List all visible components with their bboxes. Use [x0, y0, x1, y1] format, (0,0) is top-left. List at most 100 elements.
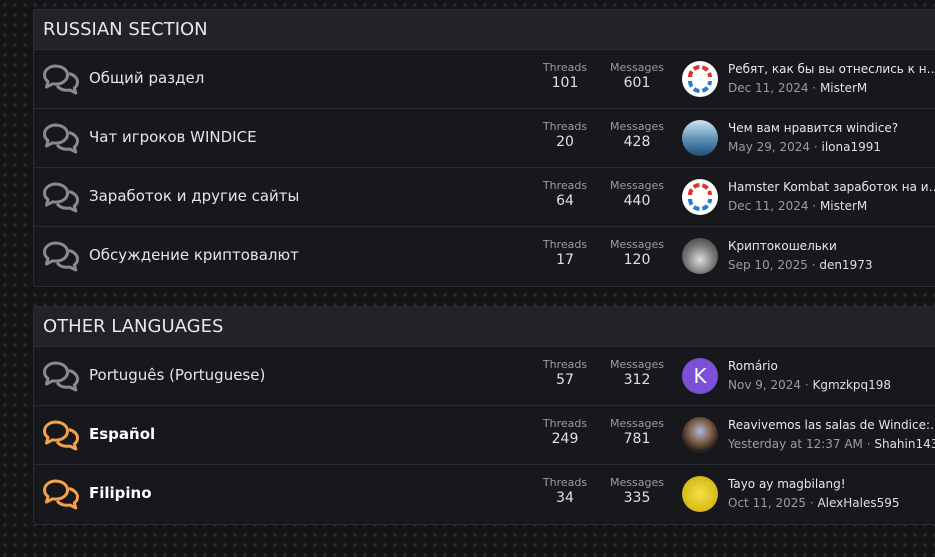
forum-row: Português (Portuguese) Threads 57 Message…: [34, 347, 935, 406]
latest-meta: Dec 11, 2024 · MisterM: [728, 81, 868, 95]
chat-bubbles-icon: [42, 360, 80, 392]
messages-stat: Messages 120: [602, 238, 672, 268]
threads-count: 249: [551, 431, 579, 447]
messages-stat: Messages 781: [602, 417, 672, 447]
threads-count: 64: [556, 193, 574, 209]
threads-label: Threads: [542, 417, 588, 430]
messages-label: Messages: [610, 179, 664, 192]
category-header[interactable]: RUSSIAN SECTION: [34, 10, 935, 50]
latest-thread-link[interactable]: Криптокошельки: [728, 239, 837, 253]
avatar-letter: K: [682, 358, 718, 394]
forum-title-link[interactable]: Общий раздел: [89, 69, 205, 87]
threads-count: 101: [551, 75, 579, 91]
forum-title-link[interactable]: Filipino: [89, 484, 152, 502]
threads-stat: Threads 249: [530, 417, 600, 447]
messages-count: 120: [623, 252, 651, 268]
forum-title-link[interactable]: Обсуждение криптовалют: [89, 246, 299, 264]
avatar[interactable]: [682, 61, 718, 97]
latest-user-link[interactable]: MisterM: [819, 81, 868, 95]
latest-meta: Oct 11, 2025 · AlexHales595: [728, 496, 900, 510]
latest-user-link[interactable]: Shahin143: [874, 437, 935, 451]
forum-row: Заработок и другие сайты Threads 64 Messa…: [34, 168, 935, 227]
forum-title-link[interactable]: Заработок и другие сайты: [89, 187, 300, 205]
threads-label: Threads: [542, 179, 588, 192]
threads-label: Threads: [542, 120, 588, 133]
threads-count: 17: [556, 252, 574, 268]
threads-stat: Threads 101: [530, 61, 600, 91]
threads-stat: Threads 34: [530, 476, 600, 506]
messages-count: 440: [623, 193, 651, 209]
threads-label: Threads: [542, 61, 588, 74]
latest-thread-link[interactable]: Ребят, как бы вы отнеслись к нов...: [728, 62, 935, 76]
latest-user-link[interactable]: MisterM: [819, 199, 868, 213]
threads-label: Threads: [542, 476, 588, 489]
unread-chat-bubbles-icon: [42, 419, 80, 451]
latest-meta: Sep 10, 2025 · den1973: [728, 258, 873, 272]
latest-thread-link[interactable]: Tayo ay magbilang!: [728, 477, 846, 491]
messages-count: 312: [623, 372, 651, 388]
forum-title-link[interactable]: Чат игроков WINDICE: [89, 128, 257, 146]
latest-date[interactable]: May 29, 2024: [728, 140, 811, 154]
avatar[interactable]: [682, 417, 718, 453]
avatar[interactable]: K: [682, 358, 718, 394]
latest-date[interactable]: Dec 11, 2024: [728, 199, 809, 213]
latest-user-link[interactable]: AlexHales595: [817, 496, 900, 510]
threads-stat: Threads 17: [530, 238, 600, 268]
latest-thread-link[interactable]: Hamster Kombat заработок на игр...: [728, 180, 935, 194]
messages-stat: Messages 601: [602, 61, 672, 91]
latest-thread-link[interactable]: Чем вам нравится windice?: [728, 121, 899, 135]
latest-date[interactable]: Sep 10, 2025: [728, 258, 808, 272]
avatar[interactable]: [682, 476, 718, 512]
threads-stat: Threads 57: [530, 358, 600, 388]
latest-meta: May 29, 2024 · ilona1991: [728, 140, 882, 154]
messages-count: 428: [623, 134, 651, 150]
messages-label: Messages: [610, 61, 664, 74]
avatar[interactable]: [682, 238, 718, 274]
threads-label: Threads: [542, 238, 588, 251]
messages-count: 781: [623, 431, 651, 447]
threads-count: 20: [556, 134, 574, 150]
forum-title-link[interactable]: Español: [89, 425, 156, 443]
forum-row: Общий раздел Threads 101 Messages 601 Ребя…: [34, 50, 935, 109]
forum-category: OTHER LANGUAGES Português (Portuguese) T…: [33, 306, 935, 525]
latest-meta: Dec 11, 2024 · MisterM: [728, 199, 868, 213]
latest-user-link[interactable]: ilona1991: [821, 140, 882, 154]
category-header[interactable]: OTHER LANGUAGES: [34, 307, 935, 347]
latest-thread-link[interactable]: Reavivemos las salas de Windice: e...: [728, 418, 935, 432]
messages-label: Messages: [610, 476, 664, 489]
latest-user-link[interactable]: den1973: [819, 258, 873, 272]
forum-row: Español Threads 249 Messages 781 Reavivemo…: [34, 406, 935, 465]
messages-count: 601: [623, 75, 651, 91]
avatar[interactable]: [682, 179, 718, 215]
messages-label: Messages: [610, 120, 664, 133]
latest-meta: Nov 9, 2024 · Kgmzkpq198: [728, 378, 892, 392]
threads-stat: Threads 20: [530, 120, 600, 150]
forum-category: RUSSIAN SECTION Общий раздел Threads 101 …: [33, 9, 935, 287]
threads-label: Threads: [542, 358, 588, 371]
threads-count: 34: [556, 490, 574, 506]
forum-row: Filipino Threads 34 Messages 335 Tayo ay m…: [34, 465, 935, 524]
messages-label: Messages: [610, 417, 664, 430]
chat-bubbles-icon: [42, 63, 80, 95]
forum-row: Чат игроков WINDICE Threads 20 Messages 42…: [34, 109, 935, 168]
latest-date[interactable]: Nov 9, 2024: [728, 378, 802, 392]
forum-title-link[interactable]: Português (Portuguese): [89, 366, 266, 384]
threads-count: 57: [556, 372, 574, 388]
avatar[interactable]: [682, 120, 718, 156]
latest-thread-link[interactable]: Romário: [728, 359, 778, 373]
chat-bubbles-icon: [42, 122, 80, 154]
chat-bubbles-icon: [42, 181, 80, 213]
latest-date[interactable]: Oct 11, 2025: [728, 496, 806, 510]
messages-stat: Messages 440: [602, 179, 672, 209]
latest-date[interactable]: Dec 11, 2024: [728, 81, 809, 95]
messages-stat: Messages 312: [602, 358, 672, 388]
messages-stat: Messages 335: [602, 476, 672, 506]
chat-bubbles-icon: [42, 240, 80, 272]
messages-label: Messages: [610, 358, 664, 371]
latest-user-link[interactable]: Kgmzkpq198: [812, 378, 892, 392]
latest-date[interactable]: Yesterday at 12:37 AM: [728, 437, 863, 451]
forum-row: Обсуждение криптовалют Threads 17 Message…: [34, 227, 935, 286]
latest-meta: Yesterday at 12:37 AM · Shahin143: [728, 437, 935, 451]
messages-stat: Messages 428: [602, 120, 672, 150]
messages-label: Messages: [610, 238, 664, 251]
